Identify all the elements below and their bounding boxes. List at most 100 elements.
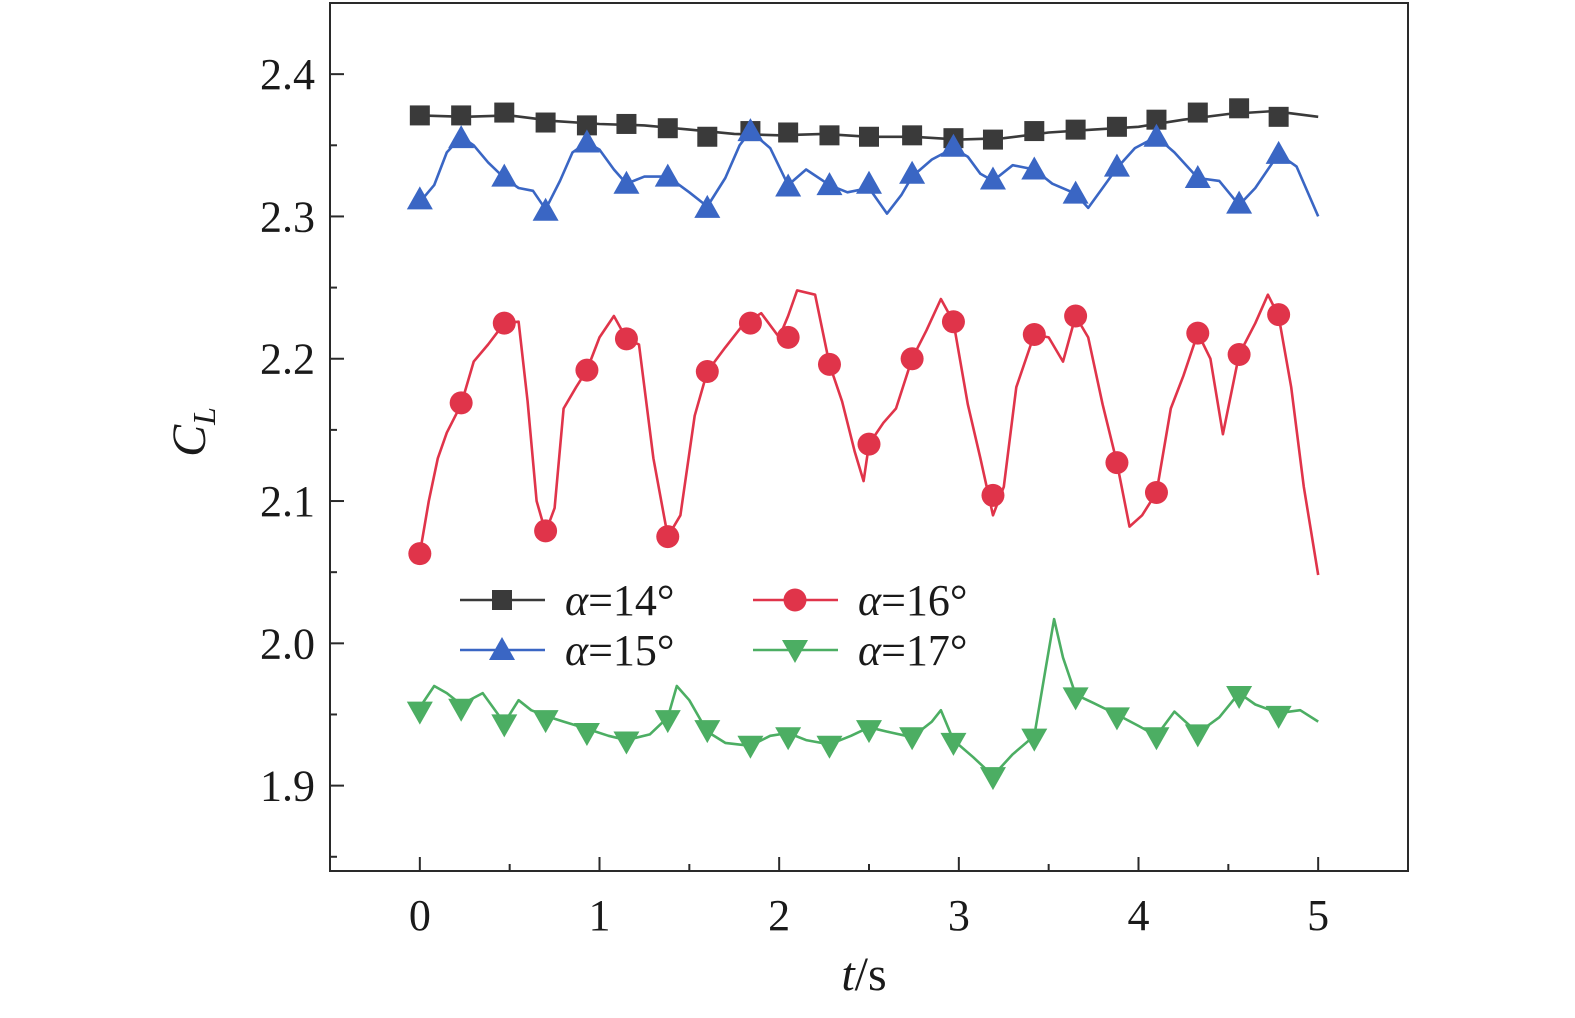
- legend-label: α=16°: [858, 576, 968, 625]
- legend-marker: [492, 590, 512, 610]
- data-point: [737, 118, 764, 142]
- data-point: [614, 327, 638, 351]
- legend-marker: [782, 640, 808, 663]
- data-point: [491, 714, 518, 738]
- data-point: [406, 701, 433, 725]
- series-14: [409, 98, 1319, 150]
- legend-entry: α=15°: [460, 626, 675, 675]
- x-axis-label: t/s: [841, 948, 886, 1001]
- data-point: [775, 173, 802, 197]
- y-tick-label: 2.2: [260, 335, 315, 384]
- data-point: [1226, 685, 1253, 709]
- data-point: [448, 698, 475, 722]
- data-point: [532, 710, 559, 734]
- series-line: [418, 289, 1320, 576]
- legend-entry: α=14°: [460, 576, 675, 625]
- data-point: [856, 720, 882, 744]
- data-point: [613, 731, 640, 755]
- data-point: [654, 710, 681, 734]
- data-point: [451, 105, 472, 126]
- data-point: [1143, 123, 1170, 147]
- data-point: [1064, 304, 1088, 328]
- data-point: [1062, 687, 1089, 711]
- data-point: [1062, 180, 1089, 204]
- data-point: [1024, 121, 1045, 142]
- data-point: [1187, 102, 1208, 123]
- data-point: [1186, 321, 1210, 345]
- data-point: [859, 126, 879, 147]
- data-point: [817, 352, 841, 376]
- data-point: [573, 722, 600, 746]
- data-point: [981, 483, 1005, 507]
- data-point: [1226, 190, 1253, 214]
- legend-entry: α=17°: [753, 626, 968, 675]
- data-point: [940, 732, 967, 756]
- x-tick-label: 3: [948, 891, 970, 940]
- data-point: [654, 163, 681, 187]
- data-point: [694, 194, 721, 218]
- data-point: [778, 122, 799, 143]
- x-tick-label: 4: [1128, 891, 1150, 940]
- legend-entry: α=16°: [753, 576, 968, 625]
- data-point: [940, 133, 967, 157]
- data-series: [406, 98, 1320, 791]
- data-point: [1184, 724, 1211, 748]
- legend-label: α=17°: [858, 626, 968, 675]
- data-point: [941, 310, 965, 334]
- axis-ticks: 0 1 2 3 4 5 1.9 2.0 2.1 2.2 2.3 2.4: [260, 50, 1329, 940]
- data-point: [1103, 153, 1130, 177]
- data-point: [535, 112, 556, 133]
- data-point: [573, 129, 600, 153]
- data-point: [532, 197, 559, 221]
- data-point: [819, 125, 840, 146]
- data-point: [775, 727, 802, 751]
- data-point: [1065, 119, 1086, 140]
- data-point: [1265, 140, 1292, 164]
- y-axis-label: CL: [163, 407, 222, 457]
- data-point: [1105, 451, 1129, 475]
- legend-label: α=14°: [565, 576, 675, 625]
- data-point: [856, 170, 882, 194]
- data-point: [576, 115, 597, 136]
- series-16: [408, 289, 1320, 576]
- data-point: [1103, 707, 1130, 731]
- data-point: [776, 325, 800, 349]
- data-point: [408, 542, 432, 566]
- data-point: [1268, 106, 1289, 127]
- data-point: [982, 129, 1003, 150]
- x-tick-label: 1: [589, 891, 611, 940]
- data-point: [657, 118, 678, 139]
- data-point: [494, 102, 515, 123]
- y-tick-label: 2.3: [260, 192, 315, 241]
- data-point: [491, 163, 518, 187]
- y-tick-label: 2.0: [260, 619, 315, 668]
- legend-marker: [489, 637, 515, 660]
- data-point: [900, 347, 924, 371]
- data-point: [448, 125, 475, 149]
- y-tick-label: 2.1: [260, 477, 315, 526]
- data-point: [979, 166, 1006, 190]
- y-tick-label: 1.9: [260, 762, 315, 811]
- data-point: [1267, 303, 1291, 327]
- data-point: [1144, 480, 1168, 504]
- data-point: [409, 105, 430, 126]
- data-point: [738, 311, 762, 335]
- data-point: [1184, 165, 1211, 189]
- data-point: [979, 767, 1006, 791]
- data-point: [406, 186, 433, 210]
- data-point: [899, 160, 926, 184]
- data-point: [1021, 728, 1048, 752]
- series-17: [406, 617, 1319, 791]
- data-point: [1146, 109, 1167, 130]
- data-point: [449, 391, 473, 415]
- data-point: [1265, 705, 1292, 729]
- data-point: [656, 525, 680, 549]
- data-point: [902, 125, 923, 146]
- data-point: [492, 311, 516, 335]
- data-point: [1143, 727, 1170, 751]
- data-point: [1022, 323, 1046, 347]
- x-tick-label: 2: [768, 891, 790, 940]
- data-point: [616, 113, 637, 134]
- data-point: [737, 735, 764, 759]
